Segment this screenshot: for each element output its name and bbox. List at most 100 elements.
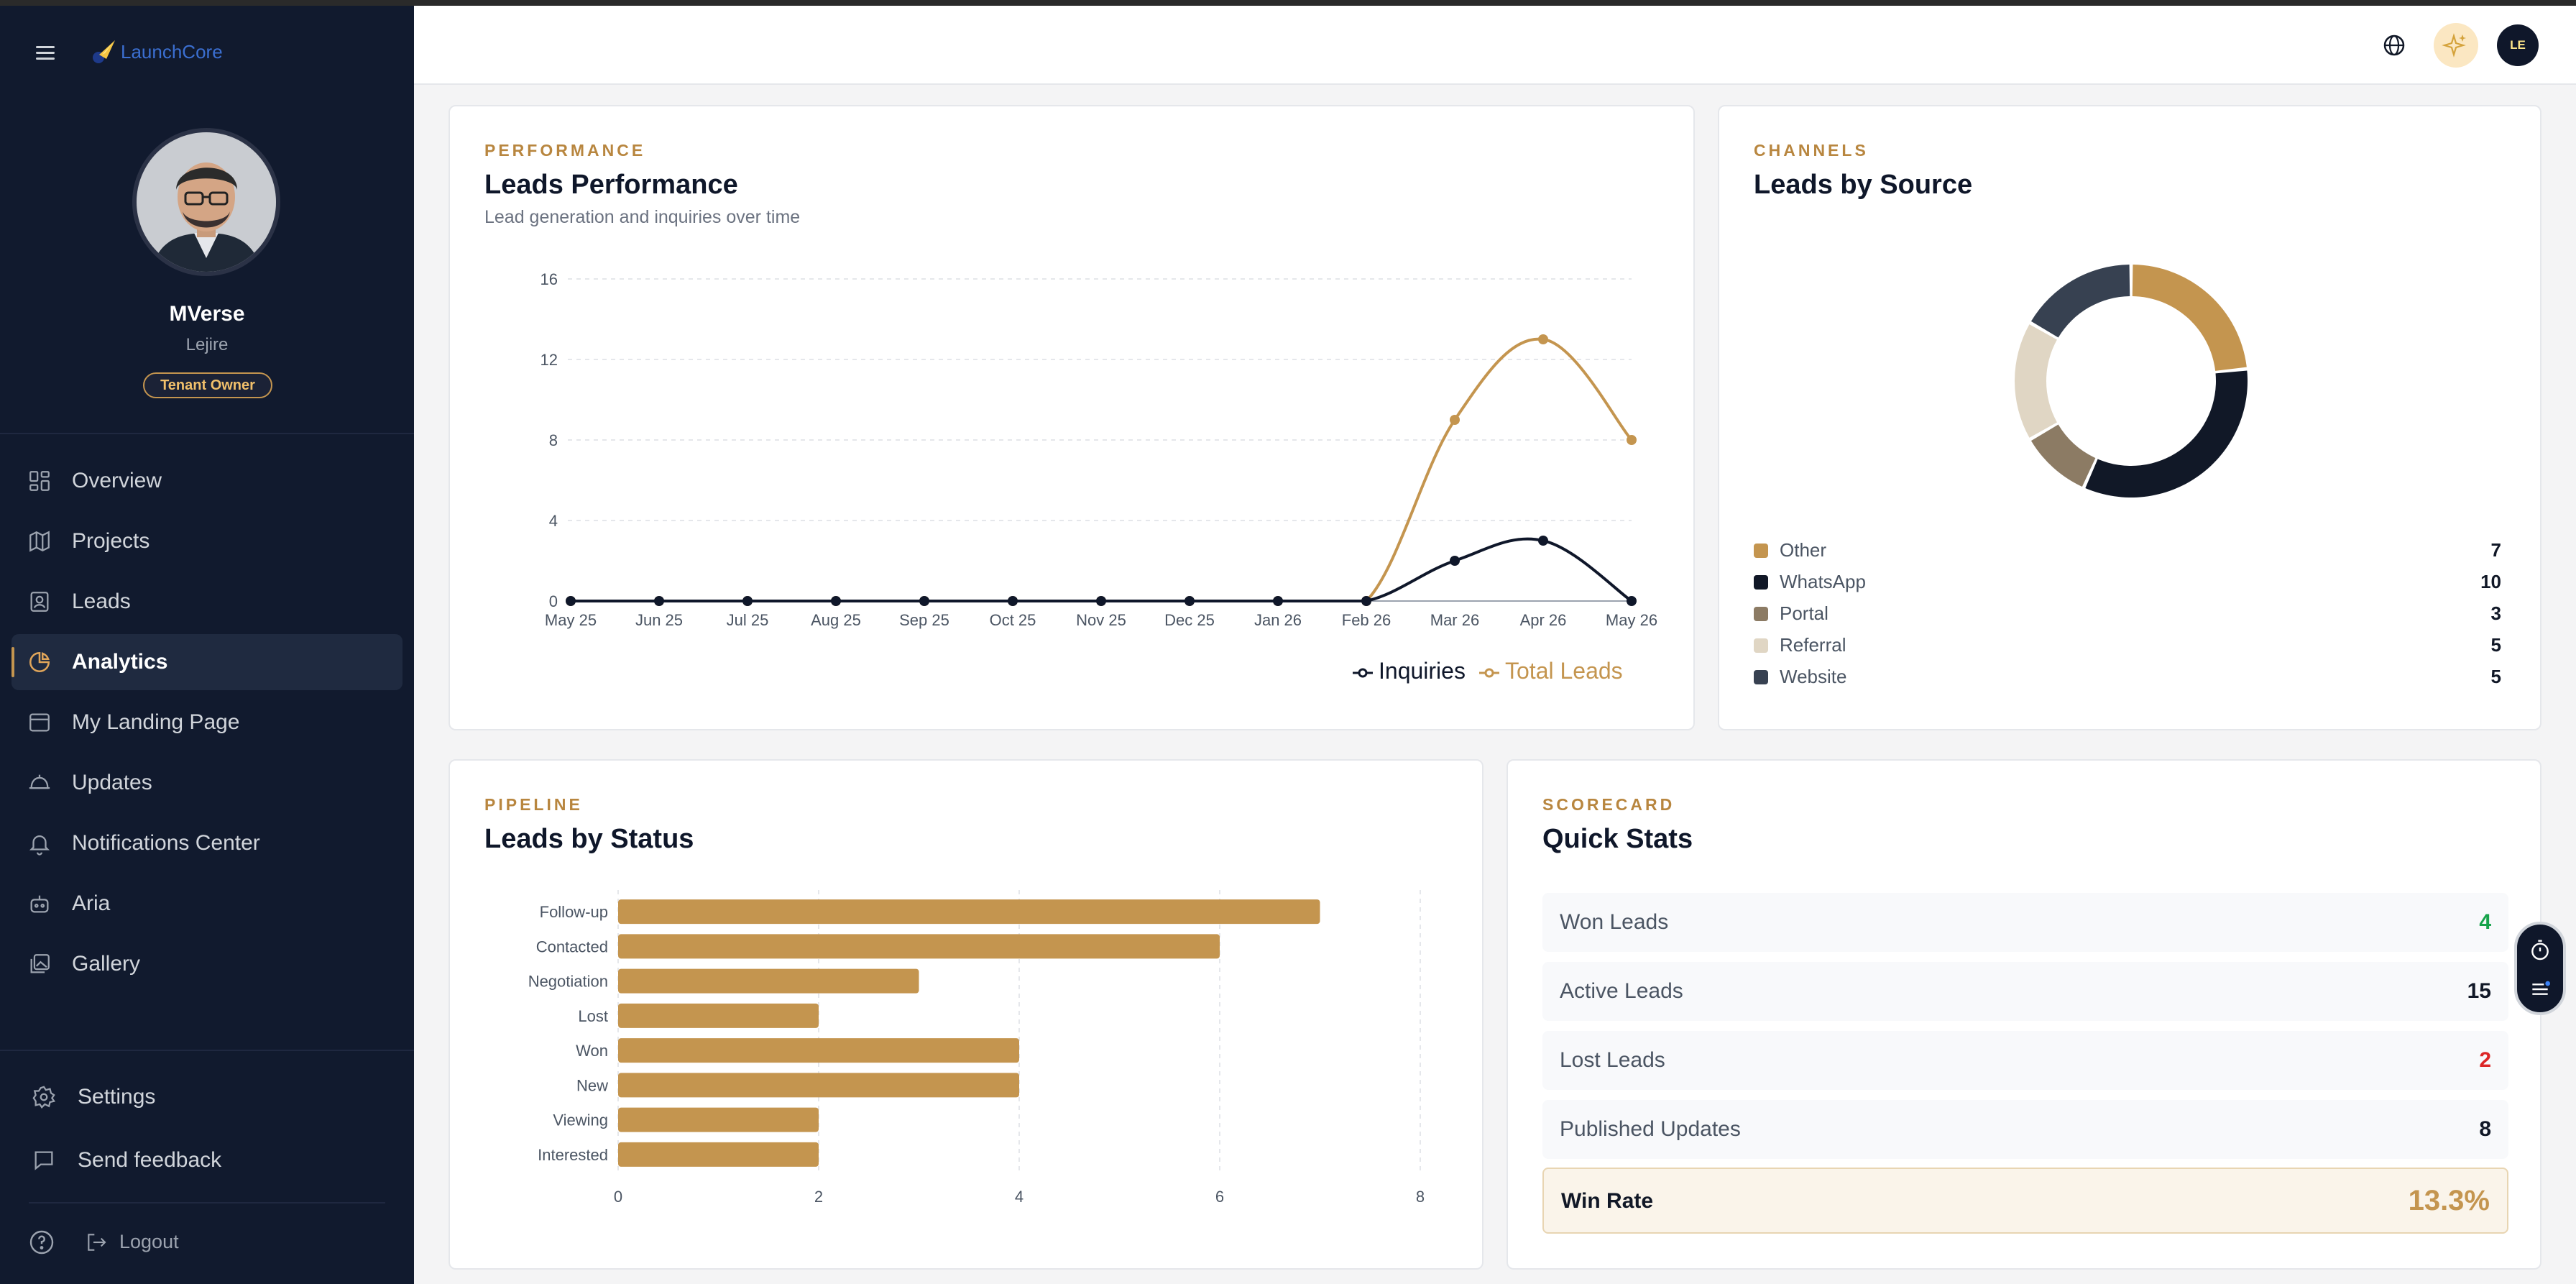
bot-icon — [27, 891, 52, 916]
card-kicker: CHANNELS — [1754, 141, 1869, 160]
sidebar-divider — [0, 1050, 414, 1051]
sidebar-header: LaunchCore — [0, 6, 414, 99]
legend-marker — [1484, 668, 1494, 678]
win-rate-label: Win Rate — [1561, 1189, 1654, 1213]
sidebar-item-aria[interactable]: Aria — [12, 876, 402, 932]
user-avatar[interactable]: LE — [2497, 24, 2539, 66]
list-icon[interactable] — [2529, 978, 2552, 1001]
sidebar-item-gallery[interactable]: Gallery — [12, 936, 402, 992]
card-title: Leads by Source — [1754, 170, 1973, 200]
series-line — [570, 337, 1633, 603]
y-tick-label: 16 — [540, 270, 558, 288]
logout-row: Logout — [29, 1224, 374, 1260]
legend-item-whatsapp[interactable]: WhatsApp 10 — [1754, 569, 2501, 601]
map-icon — [27, 529, 52, 554]
leads-performance-card: PERFORMANCE Leads Performance Lead gener… — [448, 105, 1695, 730]
sidebar-item-updates[interactable]: Updates — [12, 755, 402, 811]
app-logo[interactable]: LaunchCore — [92, 36, 223, 68]
card-kicker: PERFORMANCE — [484, 141, 646, 160]
floating-tools-widget[interactable] — [2514, 922, 2566, 1015]
win-rate-value: 13.3% — [2408, 1185, 2490, 1216]
donut-slice — [2085, 370, 2248, 497]
profile-avatar[interactable] — [132, 128, 280, 276]
card-title: Leads by Status — [484, 824, 694, 854]
stat-value: 4 — [2479, 910, 2491, 934]
sidebar-item-label: Notifications Center — [72, 831, 260, 855]
legend-swatch — [1754, 638, 1768, 653]
legend-label: Portal — [1780, 602, 1828, 624]
sidebar-item-leads[interactable]: Leads — [12, 574, 402, 630]
legend-item-website[interactable]: Website 5 — [1754, 664, 2501, 696]
legend-value: 5 — [2490, 634, 2501, 656]
legend-value: 3 — [2490, 602, 2501, 624]
sidebar-divider — [0, 433, 414, 434]
bar — [618, 1003, 819, 1028]
x-tick-label: 2 — [814, 1188, 823, 1206]
legend-value: 7 — [2490, 539, 2501, 561]
stat-row-published-updates: Published Updates 8 — [1542, 1100, 2508, 1159]
settings-button[interactable]: Settings — [29, 1076, 374, 1119]
sidebar-item-label: Leads — [72, 590, 131, 613]
x-tick-label: Jan 26 — [1254, 611, 1302, 629]
stat-row-lost-leads: Lost Leads 2 — [1542, 1031, 2508, 1090]
legend-label: Referral — [1780, 634, 1846, 656]
sidebar-item-my-landing-page[interactable]: My Landing Page — [12, 694, 402, 751]
y-tick-label: 12 — [540, 351, 558, 369]
gear-icon — [32, 1085, 56, 1109]
legend-item-other[interactable]: Other 7 — [1754, 538, 2501, 569]
sidebar-item-overview[interactable]: Overview — [12, 453, 402, 509]
timer-icon[interactable] — [2529, 939, 2552, 962]
logout-icon[interactable] — [85, 1231, 108, 1254]
stat-label: Active Leads — [1560, 979, 1683, 1003]
x-tick-label: 6 — [1215, 1188, 1224, 1206]
sidebar-item-analytics[interactable]: Analytics — [12, 634, 402, 690]
leads-by-source-card: CHANNELS Leads by Source Other 7 WhatsAp… — [1718, 105, 2542, 730]
ai-assist-button[interactable] — [2434, 23, 2478, 68]
quick-stats-card: SCORECARD Quick Stats Won Leads 4 Active… — [1506, 759, 2542, 1270]
send-feedback-button[interactable]: Send feedback — [29, 1139, 374, 1182]
stat-label: Won Leads — [1560, 910, 1669, 934]
card-kicker: PIPELINE — [484, 795, 583, 814]
x-tick-label: 8 — [1416, 1188, 1425, 1206]
sidebar-item-notifications-center[interactable]: Notifications Center — [12, 815, 402, 871]
y-tick-label: Lost — [578, 1007, 608, 1025]
sidebar-item-label: Overview — [72, 469, 162, 492]
menu-icon[interactable] — [36, 45, 56, 60]
help-icon[interactable] — [29, 1229, 55, 1255]
x-tick-label: Feb 26 — [1342, 611, 1392, 629]
y-tick-label: Viewing — [553, 1111, 608, 1129]
source-legend: Other 7 WhatsApp 10 Portal 3 Referral 5 … — [1754, 538, 2501, 696]
sidebar-item-projects[interactable]: Projects — [12, 513, 402, 569]
x-tick-label: Jun 25 — [635, 611, 683, 629]
data-point — [1450, 556, 1460, 566]
stat-label: Published Updates — [1560, 1117, 1741, 1141]
x-tick-label: Jul 25 — [727, 611, 769, 629]
sidebar-divider — [29, 1202, 385, 1203]
x-tick-label: Dec 25 — [1164, 611, 1215, 629]
legend-item-portal[interactable]: Portal 3 — [1754, 601, 2501, 633]
y-tick-label: Won — [576, 1042, 608, 1060]
message-icon — [32, 1148, 56, 1173]
profile-subtitle: Lejire — [185, 335, 229, 354]
legend-label: Website — [1780, 666, 1847, 687]
logout-button[interactable]: Logout — [119, 1231, 179, 1252]
megaphone-icon — [27, 771, 52, 795]
language-button[interactable] — [2372, 23, 2416, 68]
bar — [618, 899, 1320, 925]
legend-item-referral[interactable]: Referral 5 — [1754, 633, 2501, 664]
sidebar-item-label: Projects — [72, 529, 150, 553]
sidebar-item-label: Aria — [72, 891, 111, 915]
stat-value: 2 — [2479, 1048, 2491, 1072]
x-tick-label: 0 — [614, 1188, 622, 1206]
legend-item[interactable]: Total Leads — [1479, 658, 1623, 684]
legend-label: Other — [1780, 539, 1827, 561]
legend-value: 10 — [2480, 571, 2501, 592]
gallery-icon — [27, 952, 52, 976]
settings-label: Settings — [78, 1085, 156, 1109]
legend-item[interactable]: Inquiries — [1353, 658, 1466, 684]
legend-swatch — [1754, 544, 1768, 558]
stat-row-won-leads: Won Leads 4 — [1542, 893, 2508, 952]
data-point — [566, 596, 576, 606]
grid-icon — [27, 469, 52, 493]
card-title: Quick Stats — [1542, 824, 1693, 854]
